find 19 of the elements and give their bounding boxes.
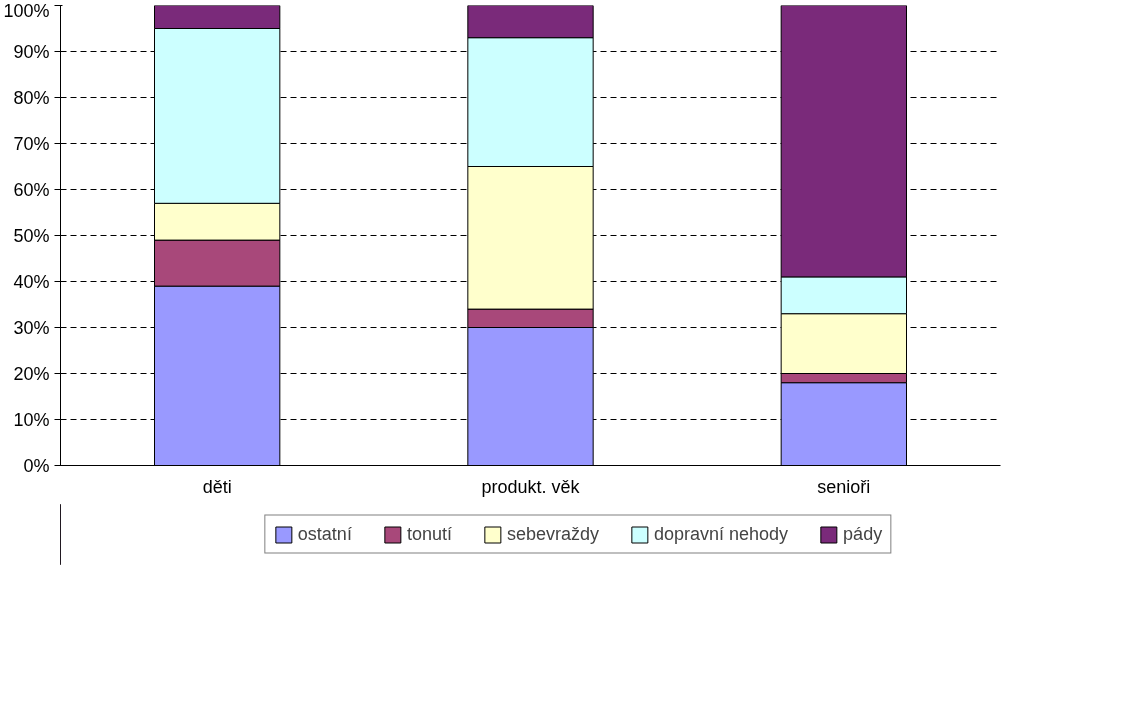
y-tick-label: 50% <box>13 225 50 246</box>
y-tick-label: 0% <box>23 455 50 476</box>
legend-label: ostatní <box>297 523 352 545</box>
y-tick-label: 20% <box>13 363 50 384</box>
legend-label: sebevraždy <box>506 523 599 545</box>
x-tick-label: senioři <box>817 476 871 497</box>
legend-label: dopravní nehody <box>654 523 789 545</box>
y-tick-label: 60% <box>13 179 50 200</box>
y-tick-label: 70% <box>13 133 50 154</box>
legend-label: tonutí <box>406 523 452 545</box>
x-tick-label: děti <box>202 476 232 497</box>
y-tick-label: 30% <box>13 317 50 338</box>
y-tick-label: 90% <box>13 41 50 62</box>
y-tick-label: 10% <box>13 409 50 430</box>
y-tick-label: 40% <box>13 271 50 292</box>
x-tick-label: produkt. věk <box>481 476 581 497</box>
legend-label: pády <box>843 523 883 545</box>
y-tick-label: 100% <box>3 0 50 21</box>
y-tick-label: 80% <box>13 87 50 108</box>
